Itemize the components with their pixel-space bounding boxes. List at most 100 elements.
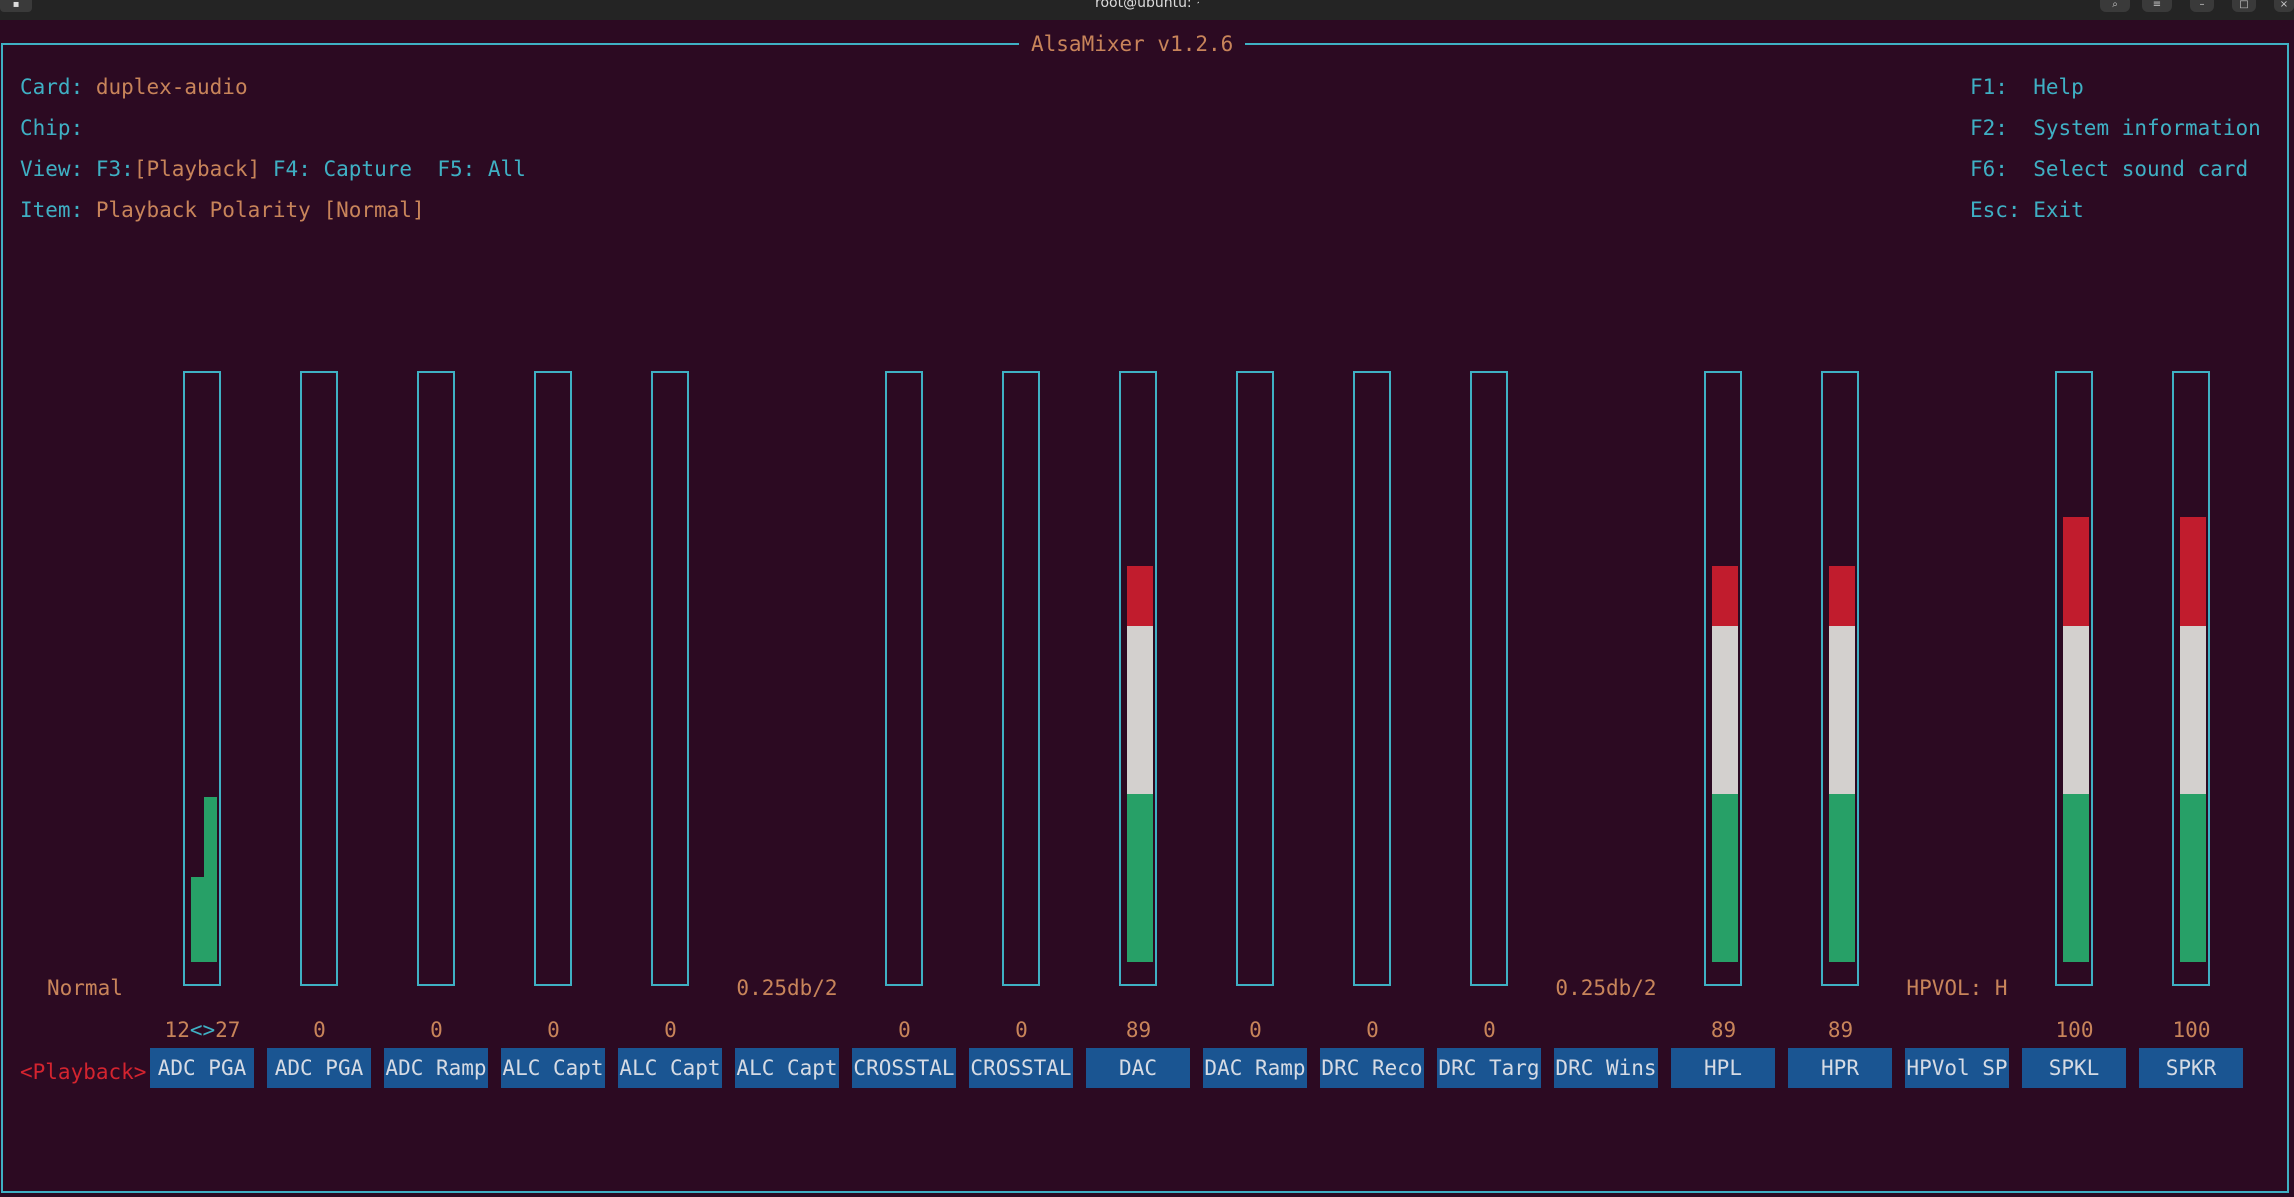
- app-title: AlsaMixer v1.2.6: [1019, 30, 1246, 58]
- volume-slider[interactable]: [2055, 371, 2093, 986]
- volume-slider[interactable]: [651, 371, 689, 986]
- channel-name[interactable]: ADC Ramp: [384, 1048, 488, 1088]
- volume-slider[interactable]: [1704, 371, 1742, 986]
- terminal-menu-icon[interactable]: ▪: [0, 0, 32, 12]
- terminal-titlebar: ▪ root@ubuntu: ~ ⌕ ≡ – □ ×: [0, 0, 2294, 20]
- help-key: F6:: [1970, 157, 2008, 181]
- help-f1[interactable]: F1: Help: [1970, 73, 2084, 101]
- volume-level-green: [204, 796, 217, 962]
- volume-slider[interactable]: [1821, 371, 1859, 986]
- channel-value: 0: [313, 1018, 326, 1042]
- channel-value: 0: [1366, 1018, 1379, 1042]
- channel-value: 100: [2055, 1018, 2094, 1042]
- value-right: 27: [215, 1018, 241, 1042]
- view-label: View:: [20, 157, 84, 181]
- volume-slider[interactable]: [534, 371, 572, 986]
- view-capture[interactable]: Capture: [323, 157, 413, 181]
- volume-level-green: [1712, 793, 1738, 962]
- channel-name[interactable]: HPR: [1788, 1048, 1892, 1088]
- volume-level-red: [1127, 565, 1153, 626]
- channel-value: 12<>27: [144, 1016, 261, 1044]
- view-f5-key[interactable]: F5:: [437, 157, 476, 181]
- volume-slider[interactable]: [1002, 371, 1040, 986]
- volume-level-white: [1712, 625, 1738, 794]
- chip-label: Chip:: [20, 116, 84, 140]
- search-icon[interactable]: ⌕: [2100, 0, 2130, 12]
- channel-name[interactable]: ALC Capt: [501, 1048, 605, 1088]
- channel-name[interactable]: ADC PGA: [150, 1048, 254, 1088]
- view-all[interactable]: All: [487, 157, 526, 181]
- volume-slider[interactable]: [417, 371, 455, 986]
- card-value: duplex-audio: [95, 75, 248, 99]
- card-line: Card: duplex-audio: [20, 73, 248, 101]
- channel-value: 0: [547, 1018, 560, 1042]
- channel-name[interactable]: ALC Capt: [618, 1048, 722, 1088]
- channel-value: 89: [1827, 1018, 1854, 1042]
- volume-level-green: [2180, 793, 2206, 962]
- channel-name[interactable]: SPKR: [2139, 1048, 2243, 1088]
- channel-name[interactable]: DRC Targ: [1437, 1048, 1541, 1088]
- volume-slider[interactable]: [300, 371, 338, 986]
- polarity-info: Normal: [47, 976, 123, 1000]
- view-f4-key[interactable]: F4:: [272, 157, 311, 181]
- item-label: Item:: [20, 198, 84, 222]
- channel-value: 0: [664, 1018, 677, 1042]
- help-key: F1:: [1970, 75, 2008, 99]
- channel-name[interactable]: DAC: [1086, 1048, 1190, 1088]
- view-f3-key[interactable]: F3:: [95, 157, 134, 181]
- volume-slider[interactable]: [885, 371, 923, 986]
- close-icon[interactable]: ×: [2274, 0, 2294, 12]
- volume-level-green: [2063, 793, 2089, 962]
- channel-name[interactable]: HPL: [1671, 1048, 1775, 1088]
- help-f2[interactable]: F2: System information: [1970, 114, 2261, 142]
- minimize-icon[interactable]: –: [2190, 0, 2214, 12]
- volume-slider[interactable]: [1353, 371, 1391, 986]
- maximize-icon[interactable]: □: [2232, 0, 2256, 12]
- channel-name[interactable]: DRC Reco: [1320, 1048, 1424, 1088]
- channel-name[interactable]: ADC PGA: [267, 1048, 371, 1088]
- channel-info: HPVOL: H: [1906, 976, 2008, 1000]
- window-title: root@ubuntu: ~: [1095, 0, 1199, 11]
- channel-name[interactable]: CROSSTAL: [852, 1048, 956, 1088]
- volume-level-white: [1127, 625, 1153, 794]
- help-key: Esc:: [1970, 198, 2021, 222]
- channel-name[interactable]: DRC Wins: [1554, 1048, 1658, 1088]
- volume-level-white: [2063, 625, 2089, 794]
- volume-slider[interactable]: [2172, 371, 2210, 986]
- channel-name[interactable]: DAC Ramp: [1203, 1048, 1307, 1088]
- channel-name[interactable]: ALC Capt: [735, 1048, 839, 1088]
- channel-value: 0: [1483, 1018, 1496, 1042]
- volume-level-red: [2063, 516, 2089, 626]
- channel-name[interactable]: HPVol SP: [1905, 1048, 2009, 1088]
- help-esc[interactable]: Esc: Exit: [1970, 196, 2084, 224]
- volume-level-red: [2180, 516, 2206, 626]
- help-text: Select sound card: [2033, 157, 2249, 181]
- channel-name[interactable]: SPKL: [2022, 1048, 2126, 1088]
- volume-slider[interactable]: [1470, 371, 1508, 986]
- help-key: F2:: [1970, 116, 2008, 140]
- volume-slider[interactable]: [1236, 371, 1274, 986]
- channel-value: 0: [1015, 1018, 1028, 1042]
- help-f6[interactable]: F6: Select sound card: [1970, 155, 2248, 183]
- volume-slider[interactable]: [183, 371, 221, 986]
- item-line: Item: Playback Polarity [Normal]: [20, 196, 425, 224]
- volume-slider[interactable]: [1119, 371, 1157, 986]
- help-text: Exit: [2033, 198, 2084, 222]
- view-line: View: F3:[Playback] F4: Capture F5: All: [20, 155, 526, 183]
- help-text: Help: [2033, 75, 2084, 99]
- channel-value: 0: [898, 1018, 911, 1042]
- value-left: 12: [164, 1018, 190, 1042]
- chip-line: Chip:: [20, 114, 83, 142]
- volume-level-green: [191, 876, 204, 962]
- channel-value: 89: [1710, 1018, 1737, 1042]
- channel-info: 0.25db/2: [1555, 976, 1657, 1000]
- volume-level-red: [1829, 565, 1855, 626]
- volume-level-white: [2180, 625, 2206, 794]
- volume-level-white: [1829, 625, 1855, 794]
- channel-name[interactable]: CROSSTAL: [969, 1048, 1073, 1088]
- view-playback[interactable]: [Playback]: [133, 157, 261, 181]
- channel-value: 100: [2172, 1018, 2211, 1042]
- card-label: Card:: [20, 75, 84, 99]
- channel-value: 0: [1249, 1018, 1262, 1042]
- hamburger-menu-icon[interactable]: ≡: [2142, 0, 2172, 12]
